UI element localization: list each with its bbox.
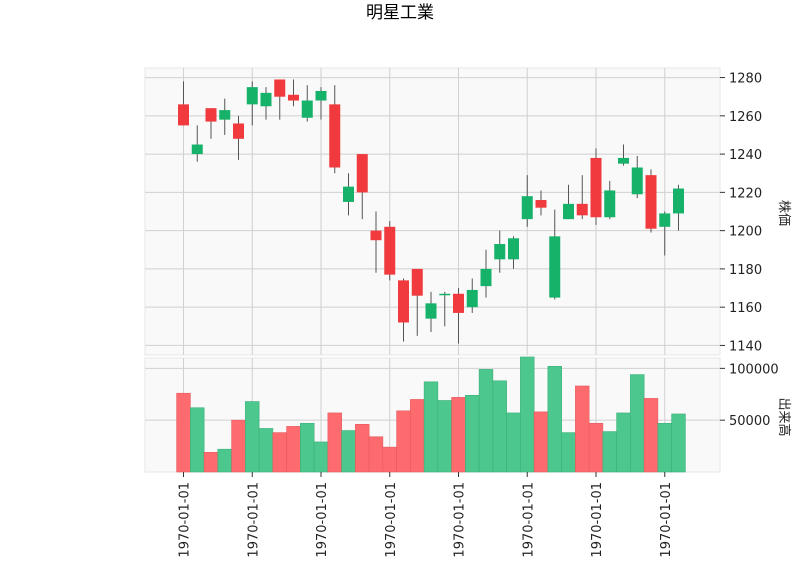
candle-body	[439, 293, 451, 296]
candle-body	[191, 144, 203, 155]
volume-bar	[313, 441, 329, 473]
volume-bar	[575, 385, 590, 473]
candle-body	[356, 154, 368, 193]
price-tick-label: 1140	[729, 339, 762, 354]
candle-body	[466, 289, 478, 308]
candle-body	[631, 167, 643, 195]
candle-body	[453, 293, 464, 313]
volume-tick-label: 100000	[729, 362, 779, 377]
volume-bar	[203, 452, 219, 473]
volume-bar	[190, 407, 205, 473]
volume-bar	[368, 436, 384, 473]
candle-body	[535, 200, 547, 208]
volume-bar	[451, 397, 466, 473]
volume-bar	[423, 381, 439, 473]
volume-tick-label: 50000	[729, 414, 770, 429]
candle-body	[411, 268, 423, 296]
candle-body	[425, 303, 437, 319]
price-panel: 1140 1160 1180 1200 1220 1240 1260 1280	[144, 67, 762, 356]
candle-body	[329, 104, 341, 168]
candle-body	[494, 244, 506, 260]
volume-bar	[465, 395, 480, 473]
volume-bar	[355, 424, 370, 473]
volume-bar	[588, 422, 604, 473]
candle-body	[480, 268, 492, 287]
candle-body	[398, 280, 409, 323]
volume-bar	[616, 412, 631, 473]
price-tick-label: 1220	[729, 186, 762, 201]
candle-body	[205, 108, 217, 122]
candle-body	[274, 79, 286, 97]
volume-bar	[547, 365, 562, 473]
candle-body	[370, 230, 382, 241]
candle-body	[673, 188, 684, 214]
x-tick-label: 1970-01-01	[178, 482, 193, 558]
price-axis-label: 株価	[776, 200, 791, 226]
volume-bar	[520, 356, 535, 473]
volume-bar	[245, 401, 260, 473]
volume-axis-label: 出来高	[776, 397, 792, 436]
price-tick-label: 1180	[729, 263, 762, 278]
volume-bar	[506, 412, 521, 473]
candle-body	[343, 186, 354, 202]
volume-bar	[286, 426, 301, 473]
candle-body	[288, 94, 299, 101]
volume-bar	[630, 374, 645, 473]
candle-body	[301, 100, 313, 118]
price-tick-label: 1160	[729, 301, 762, 316]
volume-bar	[300, 422, 315, 473]
candle-body	[178, 104, 189, 126]
volume-bar	[437, 400, 452, 473]
x-tick-label: 1970-01-01	[521, 482, 536, 558]
candle-body	[521, 196, 533, 220]
volume-bar	[478, 369, 494, 473]
x-tick-label: 1970-01-01	[384, 482, 399, 558]
volume-bar	[533, 411, 549, 473]
x-tick-label: 1970-01-01	[590, 482, 605, 558]
volume-bar	[382, 446, 397, 473]
candle-body	[315, 90, 327, 101]
price-tick-label: 1280	[729, 72, 762, 87]
candle-body	[590, 157, 602, 218]
volume-bar	[657, 422, 672, 473]
volume-bar	[258, 428, 274, 473]
volume-bar	[272, 432, 287, 473]
volume-bar	[176, 392, 191, 473]
candle-body	[233, 123, 244, 139]
candle-body	[618, 157, 629, 164]
candle-body	[604, 190, 616, 218]
price-tick-label: 1200	[729, 225, 762, 240]
candle-body	[563, 203, 574, 220]
volume-bar	[602, 431, 617, 473]
price-tick-label: 1260	[729, 110, 762, 125]
volume-panel: 50000 100000	[144, 356, 779, 473]
chart-title: 明星工業	[366, 3, 434, 23]
volume-bar	[396, 410, 411, 473]
candle-body	[645, 175, 657, 229]
volume-bar	[561, 432, 576, 473]
candle-body	[549, 236, 561, 298]
candle-body	[246, 87, 258, 105]
volume-bar	[217, 448, 232, 473]
candle-body	[576, 203, 588, 216]
candle-body	[508, 238, 519, 260]
candle-body	[219, 110, 231, 120]
volume-bar	[341, 430, 356, 473]
x-tick-label: 1970-01-01	[453, 482, 468, 558]
candle-body	[384, 226, 396, 275]
candle-body	[260, 92, 272, 107]
x-tick-label: 1970-01-01	[246, 482, 261, 558]
price-tick-label: 1240	[729, 148, 762, 163]
x-tick-label: 1970-01-01	[659, 482, 674, 558]
volume-bar	[671, 413, 686, 473]
volume-bar	[231, 419, 246, 473]
volume-bar	[327, 412, 342, 473]
volume-bar	[410, 399, 425, 473]
volume-bar	[492, 380, 507, 473]
candle-body	[659, 213, 671, 227]
x-tick-label: 1970-01-01	[315, 482, 330, 558]
x-axis: 1970-01-01 1970-01-01 1970-01-01 1970-01-01…	[178, 472, 674, 558]
volume-bar	[643, 398, 659, 473]
